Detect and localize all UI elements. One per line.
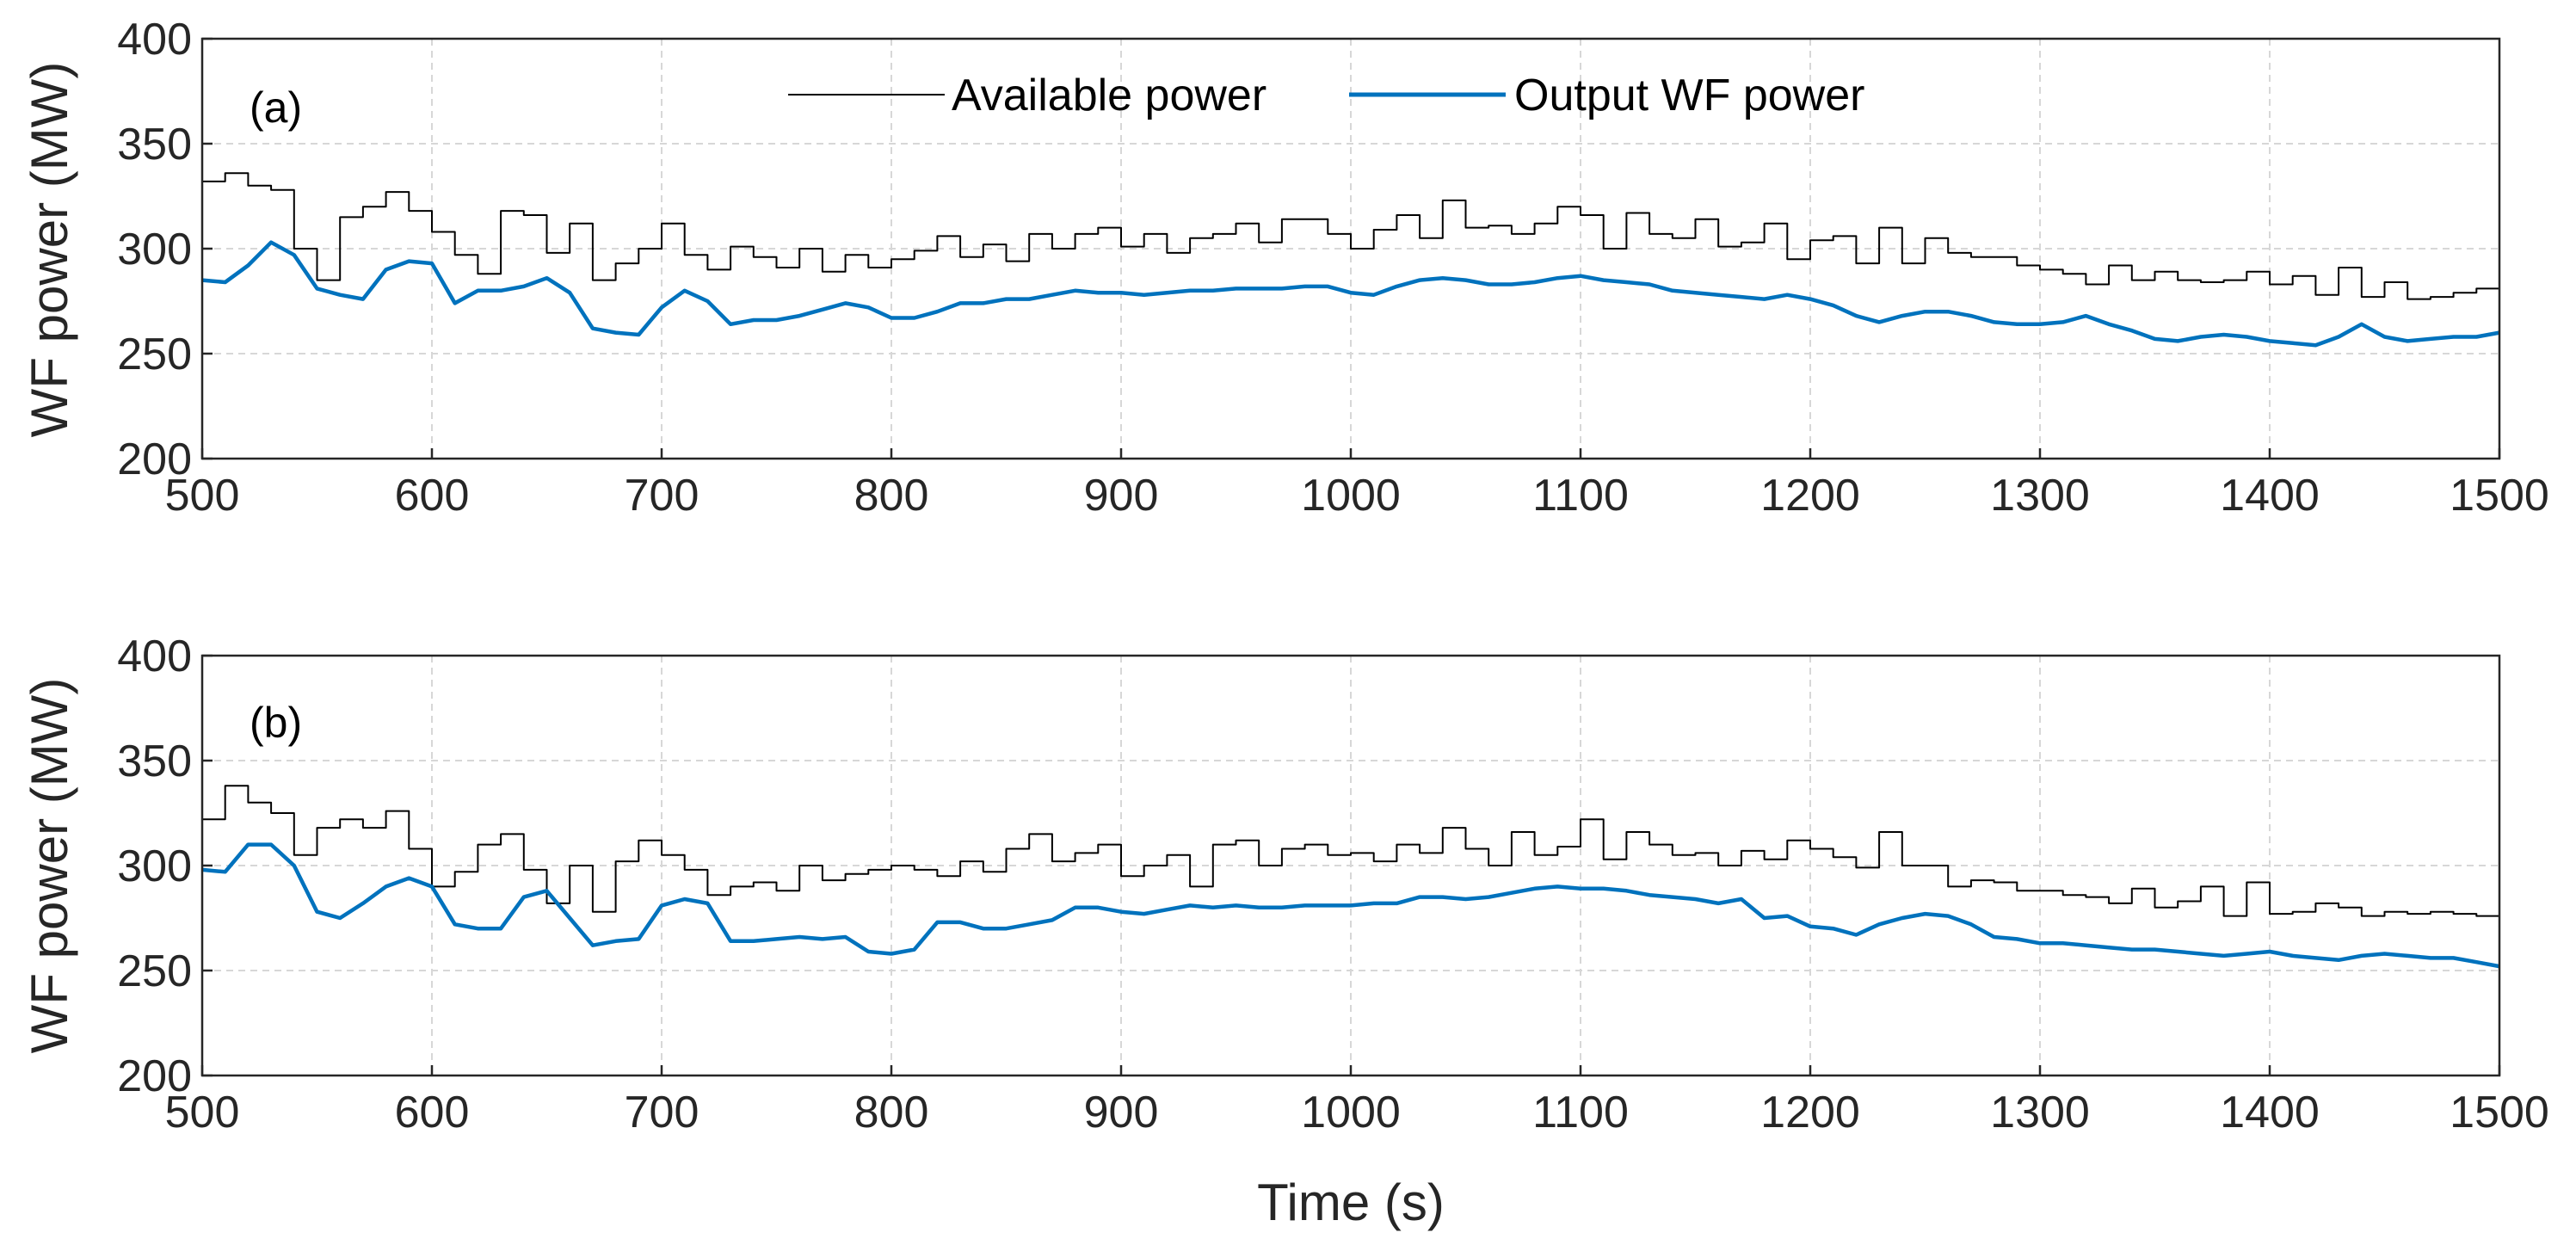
panel-b-x-tick-label: 1000 bbox=[1301, 1088, 1401, 1137]
panel-b-y-tick-label: 350 bbox=[117, 737, 192, 786]
panel-a-x-tick-label: 900 bbox=[1084, 471, 1159, 521]
legend-output-wf-power-label: Output WF power bbox=[1514, 71, 1864, 120]
panel-a-y-tick-label: 250 bbox=[117, 330, 192, 379]
panel-a-series-available-power bbox=[202, 172, 2499, 300]
panel-b-x-tick-label: 500 bbox=[165, 1088, 240, 1137]
panel-b-tag: (b) bbox=[250, 699, 302, 747]
panel-b-x-tick-label: 1300 bbox=[1990, 1088, 2090, 1137]
panel-b-x-tick-label: 900 bbox=[1084, 1088, 1159, 1137]
panel-b-x-tick-label: 700 bbox=[625, 1088, 699, 1137]
panel-a-tag: (a) bbox=[250, 83, 302, 132]
legend-available-power-label: Available power bbox=[952, 71, 1266, 120]
panel-b-x-axis: 500 600 700 800 900 1000 1100 1200 1300 1400 1500 bbox=[165, 1065, 2549, 1137]
x-axis-label: Time (s) bbox=[1257, 1174, 1445, 1231]
legend: Available power Output WF power bbox=[788, 71, 1864, 120]
panel-a-y-axis-label: WF power (MW) bbox=[21, 62, 78, 438]
panel-b-y-axis-label: WF power (MW) bbox=[21, 678, 78, 1054]
panel-a-y-tick-label: 200 bbox=[117, 435, 192, 484]
panel-a-x-tick-label: 1100 bbox=[1532, 471, 1629, 521]
panel-a-series-output-wf-power bbox=[201, 240, 2500, 348]
panel-b-series-output-wf-power bbox=[201, 842, 2500, 969]
panel-b-x-tick-label: 800 bbox=[854, 1088, 929, 1137]
panel-b-x-tick-label: 1500 bbox=[2450, 1088, 2549, 1137]
panel-b-y-tick-label: 400 bbox=[117, 632, 192, 681]
panel-b-x-tick-label: 1400 bbox=[2220, 1088, 2320, 1137]
panel-b-series-available-power bbox=[202, 785, 2500, 917]
panel-a-x-tick-label: 800 bbox=[854, 471, 929, 521]
panel-b-series bbox=[201, 785, 2500, 969]
panel-a-y-axis: 200 250 300 350 400 bbox=[117, 15, 213, 484]
panel-b-x-tick-label: 1200 bbox=[1760, 1088, 1860, 1137]
panel-a-x-axis: 500 600 700 800 900 1000 1100 1200 1300 1400 1500 bbox=[165, 448, 2549, 521]
panel-a-x-tick-label: 600 bbox=[395, 471, 470, 521]
panel-a-x-tick-label: 700 bbox=[625, 471, 699, 521]
panel-b-y-tick-label: 300 bbox=[117, 841, 192, 891]
panel-a-y-tick-label: 300 bbox=[117, 225, 192, 274]
panel-a-x-tick-label: 500 bbox=[165, 471, 240, 521]
panel-a-x-tick-label: 1500 bbox=[2450, 471, 2549, 521]
panel-b: 500 600 700 800 900 1000 1100 1200 1300 1400 1500 … bbox=[21, 632, 2549, 1231]
panel-a-x-tick-label: 1000 bbox=[1301, 471, 1401, 521]
panel-b-x-tick-label: 600 bbox=[395, 1088, 470, 1137]
panel-a-y-tick-label: 350 bbox=[117, 120, 192, 169]
panel-a-x-tick-label: 1300 bbox=[1990, 471, 2090, 521]
panel-b-y-tick-label: 200 bbox=[117, 1051, 192, 1101]
panel-a-x-tick-label: 1400 bbox=[2220, 471, 2320, 521]
panel-b-y-axis: 200 250 300 350 400 bbox=[117, 632, 213, 1101]
panel-b-x-tick-label: 1100 bbox=[1532, 1088, 1629, 1137]
panel-a: 500 600 700 800 900 1000 1100 1200 1300 1400 1500 … bbox=[21, 15, 2549, 521]
panel-b-y-tick-label: 250 bbox=[117, 946, 192, 996]
panel-a-x-tick-label: 1200 bbox=[1760, 471, 1860, 521]
panel-a-y-tick-label: 400 bbox=[117, 15, 192, 65]
panel-a-series bbox=[201, 172, 2500, 348]
